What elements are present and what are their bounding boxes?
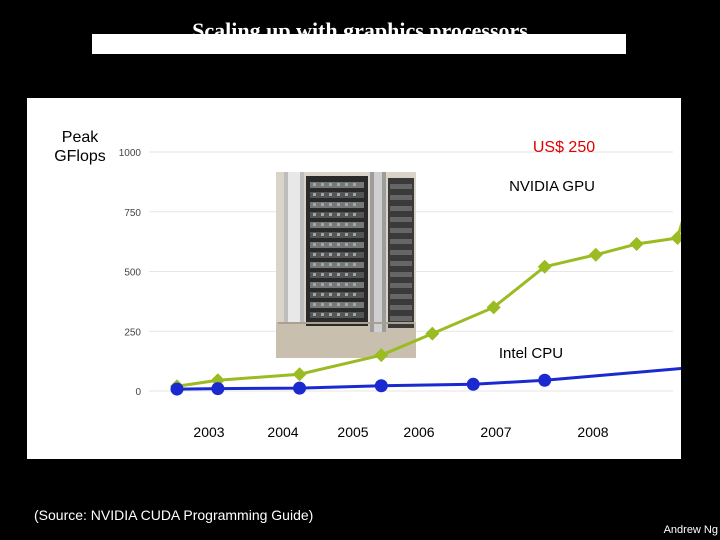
gpu-point-8 — [629, 237, 644, 252]
gflops-chart: 0 250 500 750 1000 2003 2004 2005 2006 2007 2008 Pe… — [54, 129, 681, 440]
slide-title-area: Scaling up with graphics processors — [0, 14, 720, 54]
x-tick-label-2006: 2006 — [403, 424, 434, 440]
x-tick-label-2004: 2004 — [267, 424, 298, 440]
source-note: (Source: NVIDIA CUDA Programming Guide) — [34, 507, 314, 523]
y-tick-label-500: 500 — [124, 268, 141, 279]
cpu-point-4 — [466, 377, 480, 391]
gpu-point-2 — [292, 367, 307, 382]
title-cover-bar — [92, 34, 626, 54]
gpu-point-3 — [374, 348, 389, 363]
y-tick-label-250: 250 — [124, 327, 141, 338]
cpu-point-5 — [538, 373, 552, 387]
gpu-point-5 — [486, 300, 501, 315]
x-tick-label-2003: 2003 — [193, 424, 224, 440]
y-tick-label-0: 0 — [135, 387, 141, 398]
x-tick-label-2005: 2005 — [337, 424, 368, 440]
series-label-nvidia-gpu: NVIDIA GPU — [509, 178, 595, 195]
price-annotation: US$ 250 — [533, 139, 595, 156]
cpu-point-1 — [211, 382, 225, 396]
gpu-point-9 — [670, 231, 681, 246]
gpu-server-rack-photo — [276, 172, 416, 358]
y-axis-label-line-1: Peak — [62, 129, 99, 146]
gpu-point-4 — [425, 326, 440, 341]
y-axis-label-line-2: GFlops — [54, 148, 106, 165]
gpu-point-6 — [537, 259, 552, 274]
x-tick-label-2008: 2008 — [577, 424, 608, 440]
x-tick-label-2007: 2007 — [480, 424, 511, 440]
gpu-point-7 — [588, 247, 603, 262]
series-label-intel-cpu: Intel CPU — [499, 345, 563, 362]
cpu-point-0 — [170, 382, 184, 396]
cpu-point-2 — [293, 381, 307, 395]
y-tick-label-750: 750 — [124, 208, 141, 219]
chart-panel: 0 250 500 750 1000 2003 2004 2005 2006 2007 2008 Pe… — [27, 98, 681, 459]
y-tick-label-1000: 1000 — [119, 148, 142, 159]
series-line-nvidia-gpu — [176, 220, 681, 388]
cpu-point-3 — [374, 379, 388, 393]
author-credit: Andrew Ng — [663, 524, 718, 536]
